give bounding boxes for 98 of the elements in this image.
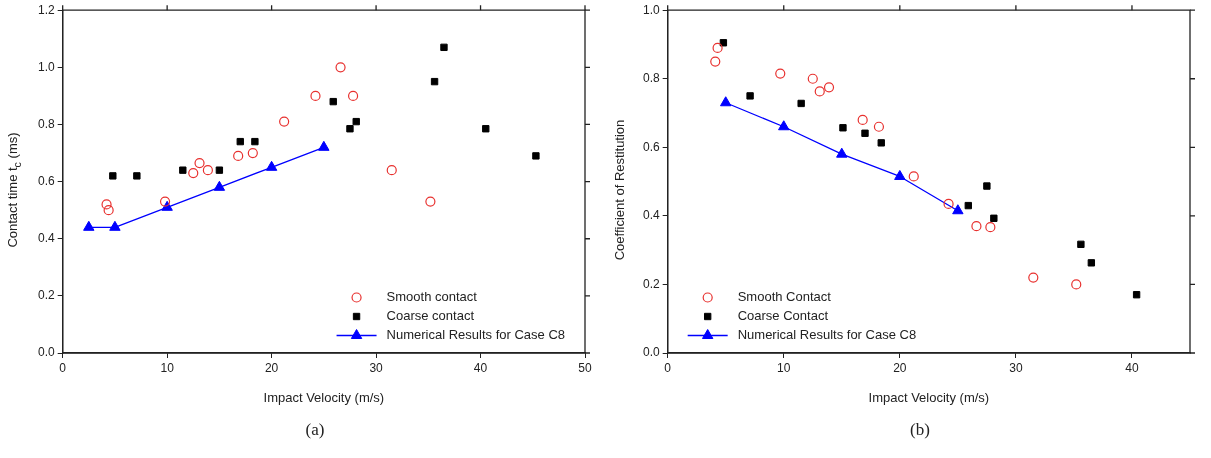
point bbox=[425, 196, 436, 207]
legend-label: Smooth Contact bbox=[737, 289, 832, 305]
y-tick-label: 0.8 bbox=[37, 116, 55, 131]
point bbox=[1077, 240, 1085, 249]
y-tick-label: 0.6 bbox=[642, 139, 660, 154]
point bbox=[133, 172, 141, 180]
point bbox=[83, 220, 95, 231]
point bbox=[159, 196, 171, 207]
point bbox=[279, 116, 290, 127]
point bbox=[775, 68, 786, 79]
point bbox=[352, 117, 360, 126]
point bbox=[109, 220, 121, 231]
text: (b) bbox=[909, 420, 931, 440]
y-tick-label: 0.0 bbox=[642, 345, 660, 360]
point bbox=[807, 73, 818, 84]
point bbox=[710, 56, 721, 67]
point bbox=[983, 182, 991, 190]
point bbox=[971, 221, 982, 232]
point bbox=[430, 77, 439, 86]
point bbox=[814, 86, 825, 97]
point bbox=[712, 42, 723, 54]
point bbox=[952, 204, 964, 215]
x-axis-title: Impact Velocity (m/s) bbox=[263, 389, 385, 405]
point bbox=[1132, 291, 1141, 299]
point bbox=[985, 222, 996, 233]
legend-label: Smooth contact bbox=[386, 289, 478, 305]
point bbox=[943, 198, 954, 209]
point bbox=[894, 169, 906, 180]
legend-label: Coarse Contact bbox=[737, 308, 829, 324]
point bbox=[213, 180, 226, 191]
point bbox=[346, 125, 354, 133]
point bbox=[482, 125, 490, 133]
point bbox=[335, 62, 346, 73]
point bbox=[908, 171, 919, 182]
x-tick-label: 20 bbox=[264, 360, 279, 375]
x-tick-label: 0 bbox=[59, 360, 67, 375]
point bbox=[188, 167, 199, 179]
point bbox=[318, 140, 330, 151]
point bbox=[877, 139, 885, 147]
point bbox=[347, 90, 359, 101]
y-tick-label: 0.2 bbox=[642, 276, 660, 291]
point bbox=[386, 165, 397, 176]
point bbox=[310, 90, 321, 101]
y-tick-label: 0.4 bbox=[37, 231, 55, 246]
y-tick-label: 0.0 bbox=[37, 345, 55, 360]
point bbox=[839, 124, 847, 132]
point bbox=[329, 97, 337, 106]
point bbox=[990, 214, 998, 222]
x-tick-label: 50 bbox=[578, 360, 592, 375]
x-tick-label: 10 bbox=[160, 360, 175, 375]
point bbox=[873, 121, 885, 132]
legend-label: Numerical Results for Case C8 bbox=[737, 327, 917, 343]
point bbox=[109, 172, 117, 180]
legend-label: Coarse contact bbox=[386, 308, 475, 324]
y-tick-label: 0.8 bbox=[642, 71, 660, 86]
point bbox=[202, 165, 213, 176]
point bbox=[1087, 259, 1096, 267]
x-axis-title: Impact Velocity (m/s) bbox=[868, 389, 990, 405]
y-tick-label: 0.4 bbox=[642, 208, 660, 223]
point bbox=[719, 39, 728, 47]
text: (a) bbox=[304, 420, 326, 440]
point bbox=[215, 166, 224, 174]
point bbox=[857, 114, 868, 125]
point bbox=[836, 147, 848, 158]
legend-label: Numerical Results for Case C8 bbox=[386, 327, 566, 343]
point bbox=[103, 205, 114, 216]
y-tick-label: 0.6 bbox=[37, 173, 55, 188]
x-tick-label: 30 bbox=[369, 360, 384, 375]
point bbox=[236, 137, 244, 146]
x-tick-label: 20 bbox=[893, 360, 907, 375]
x-tick-label: 0 bbox=[664, 360, 672, 375]
point bbox=[233, 150, 244, 161]
point bbox=[101, 199, 112, 210]
point bbox=[532, 152, 540, 160]
x-tick-label: 10 bbox=[777, 360, 791, 375]
point bbox=[265, 160, 278, 171]
point bbox=[861, 129, 869, 137]
point bbox=[720, 96, 732, 107]
x-tick-label: 30 bbox=[1009, 360, 1023, 375]
point bbox=[746, 92, 754, 100]
point bbox=[440, 43, 448, 52]
point bbox=[179, 166, 187, 174]
point bbox=[194, 157, 205, 169]
x-tick-label: 40 bbox=[1125, 360, 1139, 375]
y-tick-label: 1.2 bbox=[37, 2, 55, 17]
point bbox=[778, 120, 790, 131]
point bbox=[247, 147, 258, 159]
y-tick-label: 1.0 bbox=[37, 59, 55, 74]
y-tick-label: 0.2 bbox=[37, 288, 55, 303]
point bbox=[823, 82, 835, 93]
point bbox=[797, 99, 805, 108]
point bbox=[251, 137, 259, 146]
point bbox=[964, 201, 972, 210]
x-tick-label: 40 bbox=[473, 360, 488, 375]
point bbox=[1028, 272, 1039, 283]
y-axis-title: Coefficient of Restitution bbox=[611, 119, 627, 261]
y-tick-label: 1.0 bbox=[642, 2, 660, 17]
point bbox=[1071, 279, 1082, 290]
